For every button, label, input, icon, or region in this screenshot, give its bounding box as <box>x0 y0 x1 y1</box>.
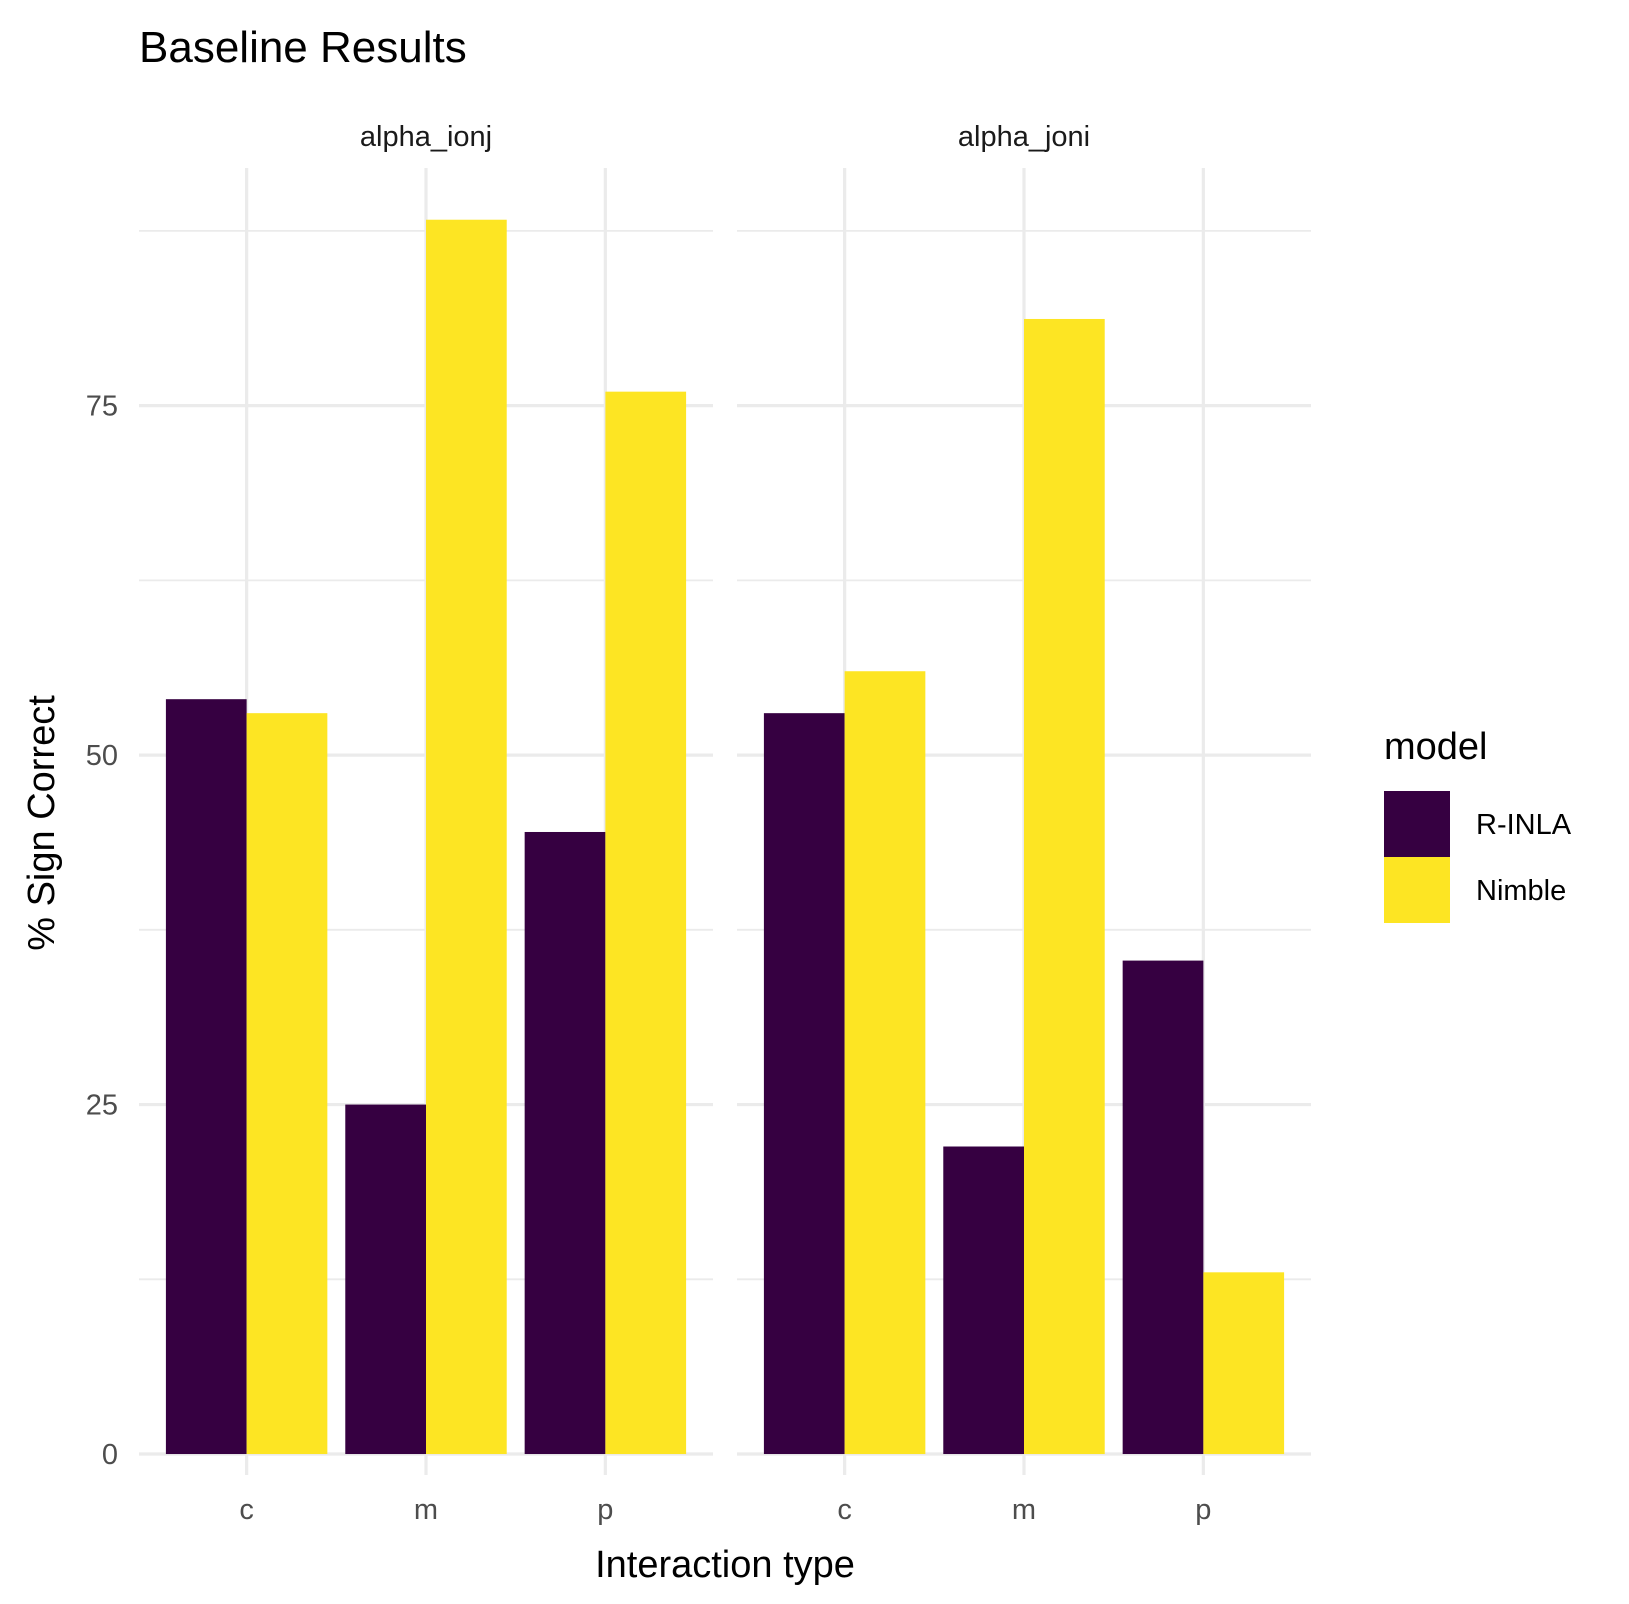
legend-key-Nimble <box>1384 857 1450 923</box>
y-tick-label: 0 <box>102 1439 118 1471</box>
x-tick-label: c <box>239 1494 254 1526</box>
bar-alpha_joni-m-Nimble <box>1024 318 1105 1455</box>
x-tick-label: c <box>837 1494 852 1526</box>
bar-alpha_ionj-c-R-INLA <box>165 699 247 1455</box>
y-tick-label: 50 <box>86 740 118 772</box>
bar-alpha_joni-p-R-INLA <box>1122 960 1204 1455</box>
facet-strip-label: alpha_ionj <box>360 121 492 153</box>
legend-key-R-INLA <box>1384 791 1450 857</box>
bar-alpha_ionj-m-R-INLA <box>345 1104 426 1455</box>
y-axis-title: % Sign Correct <box>21 695 63 951</box>
chart-title: Baseline Results <box>139 23 467 72</box>
bar-alpha_ionj-p-Nimble <box>605 391 687 1455</box>
bar-alpha_joni-c-R-INLA <box>763 713 845 1455</box>
legend-label: R-INLA <box>1476 809 1572 841</box>
x-tick-label: m <box>1012 1494 1036 1526</box>
bar-alpha_ionj-c-Nimble <box>246 713 328 1455</box>
x-tick-label: m <box>414 1494 438 1526</box>
facet-panel-alpha_ionj: c m p alpha_ionj <box>139 121 713 1526</box>
y-tick-label: 75 <box>86 391 118 423</box>
bar-alpha_joni-m-R-INLA <box>943 1146 1024 1455</box>
bar-alpha_joni-c-Nimble <box>844 671 926 1455</box>
bar-alpha_joni-p-Nimble <box>1203 1272 1285 1455</box>
y-tick-label: 25 <box>86 1090 118 1122</box>
x-axis-title: Interaction type <box>595 1544 855 1586</box>
x-tick-label: p <box>597 1494 613 1526</box>
facet-strip-label: alpha_joni <box>958 121 1090 153</box>
legend: model R-INLA Nimble <box>1384 726 1572 923</box>
bar-alpha_ionj-m-Nimble <box>426 219 507 1455</box>
legend-label: Nimble <box>1476 875 1566 907</box>
x-tick-label: p <box>1195 1494 1211 1526</box>
bar-alpha_ionj-p-R-INLA <box>524 831 606 1455</box>
legend-title: model <box>1384 726 1488 768</box>
facet-panel-alpha_joni: c m p alpha_joni <box>737 121 1311 1526</box>
